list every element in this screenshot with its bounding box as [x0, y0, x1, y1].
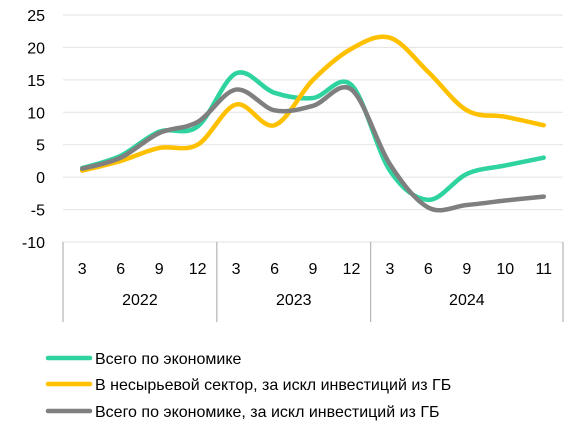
y-tick-label: 10: [27, 105, 45, 122]
year-label: 2023: [276, 292, 312, 309]
y-tick-label: 20: [27, 40, 45, 57]
year-label: 2024: [449, 292, 485, 309]
y-tick-label: 25: [27, 8, 45, 25]
legend-item: Всего по экономике, за искл инвестиций и…: [45, 404, 440, 421]
year-label: 2022: [122, 292, 158, 309]
legend-label: В несырьевой сектор, за искл инвестиций …: [95, 377, 451, 394]
x-tick-label: 3: [78, 261, 87, 278]
series-line-2: [79, 34, 547, 173]
legend-item: Всего по экономике: [45, 351, 242, 368]
x-tick-label: 6: [270, 261, 279, 278]
x-tick-label: 12: [189, 261, 207, 278]
x-tick-label: 11: [535, 261, 552, 278]
x-tick-label: 10: [496, 261, 514, 278]
x-tick-label: 9: [309, 261, 318, 278]
series-lines: [79, 34, 547, 213]
y-tick-label: 0: [36, 170, 45, 187]
x-tick-label: 3: [232, 261, 241, 278]
x-tick-label: 9: [155, 261, 164, 278]
x-tick-label: 12: [343, 261, 361, 278]
x-tick-label: 6: [116, 261, 125, 278]
y-tick-label: 15: [27, 73, 45, 90]
grid-lines: [63, 14, 563, 243]
x-tick-label: 3: [385, 261, 394, 278]
y-tick-label: 5: [36, 138, 45, 155]
legend-label: Всего по экономике: [95, 351, 242, 368]
y-axis-ticks: -10 -5 0 5 10 15 20 25: [22, 8, 45, 252]
y-tick-label: -5: [31, 203, 45, 220]
legend-item: В несырьевой сектор, за искл инвестиций …: [45, 377, 451, 394]
y-tick-label: -10: [22, 235, 45, 252]
series-line-3: [79, 85, 547, 213]
x-tick-label: 6: [424, 261, 433, 278]
legend: Всего по экономике В несырьевой сектор, з…: [45, 351, 451, 421]
x-tick-label: 9: [462, 261, 471, 278]
x-axis: 3 6 9 12 2022 3 6 9 12 2023 3 6 9 10 11 2024: [62, 242, 564, 322]
legend-label: Всего по экономике, за искл инвестиций и…: [95, 404, 440, 421]
